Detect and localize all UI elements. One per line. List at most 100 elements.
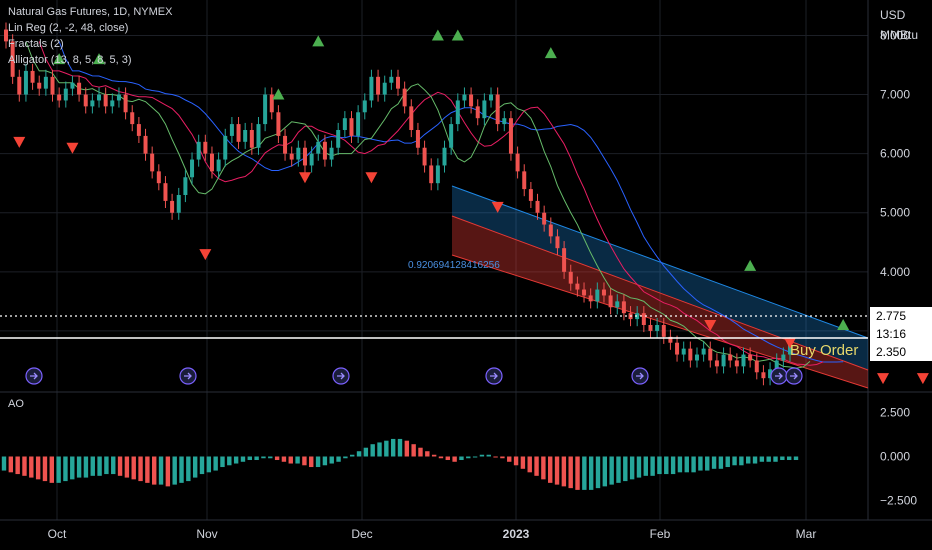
fractal-down-marker <box>365 172 378 184</box>
ao-bar <box>718 456 724 469</box>
ao-bar <box>602 456 608 487</box>
fractal-up-marker <box>312 35 325 47</box>
price-tick-label: 4.000 <box>880 265 910 279</box>
candle-body <box>289 153 294 160</box>
candle-body <box>754 360 759 373</box>
ao-bar <box>486 454 491 457</box>
time-tick-label: Mar <box>796 527 817 541</box>
event-icon-arrow <box>184 372 192 380</box>
event-icon-arrow <box>30 372 38 380</box>
ao-bar <box>459 456 464 461</box>
alligator-teeth-line <box>38 41 824 366</box>
ao-bar <box>397 438 403 457</box>
candle-body <box>482 100 487 119</box>
candle-body <box>316 141 321 154</box>
ao-bar <box>104 456 109 475</box>
ao-bar <box>759 456 765 462</box>
candle-body <box>103 94 108 107</box>
candle-body <box>57 94 62 101</box>
ao-bar <box>472 456 478 458</box>
regression-value-label: 0.920694128416256 <box>408 260 500 271</box>
ao-bar <box>520 456 526 469</box>
regression-mid-line <box>451 215 869 371</box>
ao-bar <box>677 456 683 473</box>
candle-body <box>130 112 135 125</box>
candle-body <box>10 41 15 77</box>
candle-body <box>641 313 646 325</box>
candle-body <box>322 141 327 160</box>
last-price-tag: 2.775 <box>870 307 932 325</box>
ao-bar <box>548 456 553 483</box>
symbol-title: Natural Gas Futures, 1D, NYMEX <box>8 6 173 18</box>
ao-bar <box>227 456 232 466</box>
candle-body <box>77 82 82 95</box>
ao-bar <box>42 456 48 482</box>
ao-bar <box>350 454 355 457</box>
time-tick-label: Nov <box>196 527 217 541</box>
ao-bar <box>124 456 130 478</box>
unit-label: MMBtu <box>880 28 919 42</box>
candle-body <box>535 200 540 213</box>
regression-lower-line <box>451 254 869 389</box>
candle-body <box>249 130 254 148</box>
ao-bar <box>575 456 580 490</box>
candle-body <box>601 289 606 296</box>
fractal-down-marker <box>298 172 311 184</box>
candle-body <box>263 94 268 125</box>
fractal-down-marker <box>704 320 717 331</box>
candle-body <box>548 224 553 237</box>
candle-body <box>495 94 500 125</box>
ao-bar <box>431 454 437 457</box>
candle-body <box>269 94 274 113</box>
candle-body <box>302 147 307 166</box>
ao-bar <box>35 456 41 480</box>
candle-body <box>489 94 494 101</box>
ao-bar <box>404 440 410 457</box>
ao-bar <box>336 456 341 462</box>
ao-bar <box>1 456 7 471</box>
candle-body <box>768 369 773 379</box>
candle-body <box>449 124 454 148</box>
candle-body <box>701 348 706 355</box>
candle-body <box>621 301 626 314</box>
buy-order-price-tag: 2.350 <box>870 343 932 361</box>
ao-pane-label[interactable]: AO <box>8 398 24 410</box>
candle-body <box>123 94 128 113</box>
candle-body <box>528 189 533 201</box>
time-tick-label: Feb <box>650 527 671 541</box>
candle-body <box>582 289 587 296</box>
event-icon <box>785 367 803 385</box>
ao-bar <box>186 456 191 482</box>
ao-bar <box>418 447 423 457</box>
ao-bar <box>425 451 430 457</box>
ao-bar <box>705 456 710 471</box>
candle-body <box>116 94 121 101</box>
ao-bar <box>438 456 444 459</box>
candle-body <box>70 82 75 89</box>
candle-body <box>43 76 48 89</box>
indicator-fractals-label[interactable]: Fractals (2) <box>8 38 64 50</box>
ao-bar <box>70 456 75 480</box>
candle-body <box>508 118 513 154</box>
candle-body <box>462 94 467 101</box>
fractal-down-marker <box>491 201 504 213</box>
candle-body <box>382 82 387 95</box>
candle-body <box>568 271 573 284</box>
indicator-alligator-label[interactable]: Alligator (13, 8, 5, 8, 5, 3) <box>8 54 132 66</box>
event-icon-arrow <box>775 372 783 380</box>
fractal-up-marker <box>544 47 557 59</box>
fractal-up-marker <box>53 53 66 65</box>
candle-body <box>236 124 241 142</box>
candle-body <box>143 135 148 154</box>
ao-bar <box>479 454 485 457</box>
ao-bar <box>684 456 689 473</box>
ao-bar <box>356 451 362 457</box>
indicator-linreg-label[interactable]: Lin Reg (2, -2, 48, close) <box>8 22 129 34</box>
ao-bar <box>206 456 212 473</box>
candle-body <box>190 159 195 178</box>
fractal-down-marker <box>916 373 929 385</box>
ao-bar <box>507 456 512 462</box>
ao-bar <box>445 456 450 461</box>
ao-bar <box>233 456 239 464</box>
